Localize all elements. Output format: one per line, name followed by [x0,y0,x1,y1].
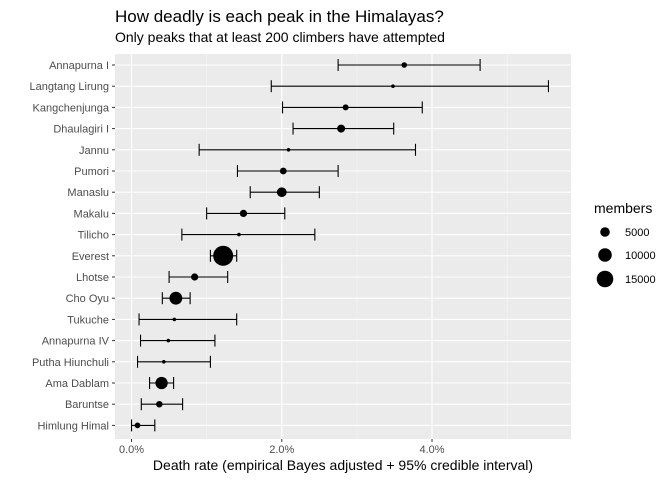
y-tick-label: Everest [72,251,109,263]
y-tick-label: Langtang Lirung [29,81,109,93]
chart-subtitle: Only peaks that at least 200 climbers ha… [115,29,445,45]
y-tick-label: Manaslu [67,187,109,199]
y-tick-label: Tukuche [67,314,109,326]
y-tick-label: Dhaulagiri I [53,124,109,136]
peak-mark [139,334,216,347]
y-axis: Annapurna I Langtang Lirung Kangchenjunga D… [29,60,115,432]
peak-mark [337,59,481,71]
data-point [172,317,177,322]
y-tick-label: Cho Oyu [66,293,109,305]
data-point [155,376,168,390]
y-tick-label: Himlung Himal [37,420,109,432]
peak-mark [140,398,184,411]
y-tick-label: Lhotse [76,272,109,284]
data-point [391,84,395,88]
peak-mark [161,291,191,305]
legend-symbol [598,248,612,262]
y-tick-label: Baruntse [65,399,109,411]
peak-mark [198,143,417,156]
y-tick-label: Jannu [79,145,109,157]
peak-mark [236,165,339,177]
legend-label: 5000 [625,227,649,239]
peak-mark [130,419,156,432]
data-point [342,104,349,111]
y-tick-label: Makalu [74,208,109,220]
data-point [162,360,166,364]
plot-panel [115,54,571,439]
x-tick-label: 0.0% [119,444,144,456]
data-marks [130,59,550,432]
data-point [213,245,234,266]
x-tick-label: 2.0% [269,444,294,456]
data-point [401,62,408,68]
data-point [169,291,183,305]
x-axis-label: Death rate (empirical Bayes adjusted + 9… [153,457,533,473]
peak-mark [206,207,286,220]
data-point [166,338,171,343]
peak-mark [270,80,550,93]
peak-mark [209,245,238,266]
y-tick-label: Putha Hiunchuli [32,357,109,369]
legend: members 5000 10000 15000 [594,200,656,290]
y-tick-label: Pumori [74,166,109,178]
peak-mark [249,186,320,199]
data-point [156,400,163,408]
peak-mark [181,228,316,241]
legend-label: 10000 [625,250,656,262]
peak-mark [292,122,395,135]
peak-mark [138,313,238,326]
y-tick-label: Ama Dablam [45,378,109,390]
peak-mark [168,271,229,283]
legend-label: 15000 [625,274,656,286]
x-axis: 0.0% 2.0% 4.0% [119,439,445,456]
data-point [239,209,248,218]
data-point [279,167,287,175]
peak-mark [136,355,211,368]
legend-symbol [596,270,614,288]
gridlines [115,54,571,439]
data-point [337,124,346,133]
y-tick-label: Annapurna IV [42,336,110,348]
data-point [276,187,287,198]
x-tick-label: 4.0% [419,444,444,456]
chart-title: How deadly is each peak in the Himalayas… [115,7,444,26]
y-tick-label: Annapurna I [49,60,109,72]
legend-symbol [600,227,610,237]
data-point [237,232,241,237]
peak-mark [281,101,423,114]
data-point [134,422,141,429]
data-point [191,273,199,281]
data-point [286,148,291,152]
legend-title: members [594,200,652,216]
y-tick-label: Kangchenjunga [33,102,110,114]
y-tick-label: Tilicho [78,230,109,242]
peak-mark [149,376,175,390]
